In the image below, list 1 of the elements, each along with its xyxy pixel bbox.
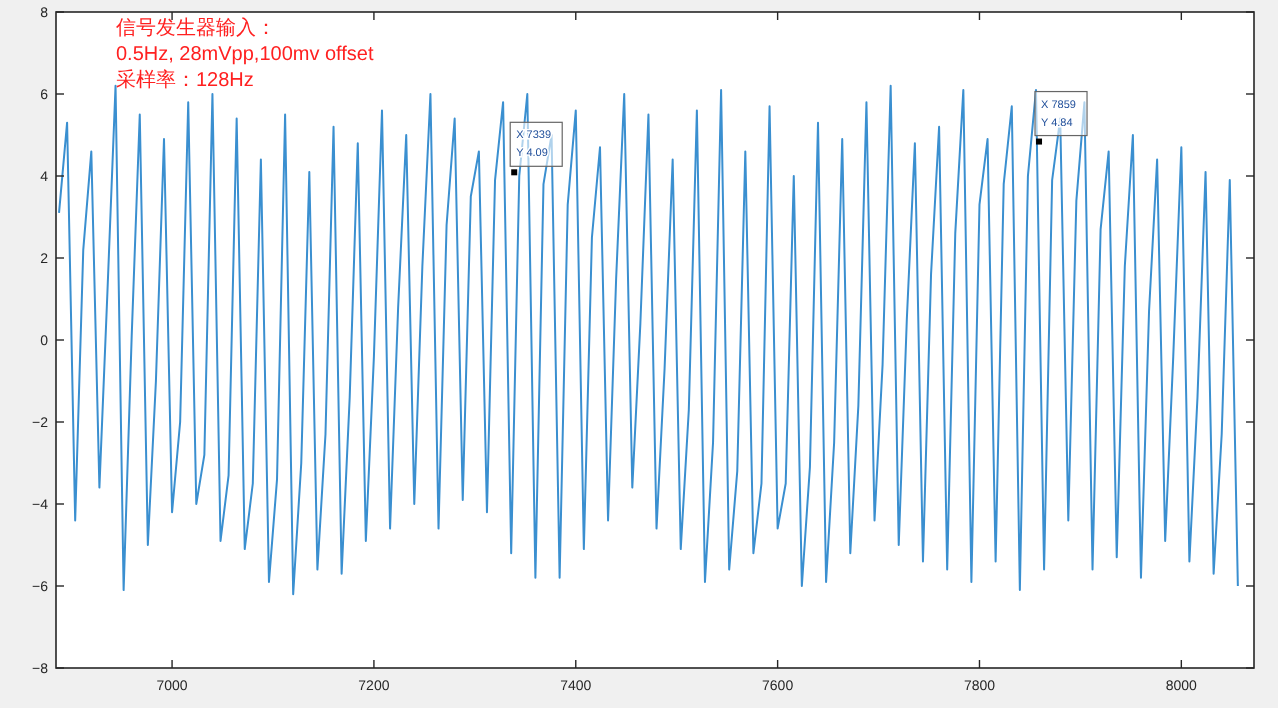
annotation: 信号发生器输入： 0.5Hz, 28mVpp,100mv offset 采样率：128Hz	[116, 16, 374, 92]
